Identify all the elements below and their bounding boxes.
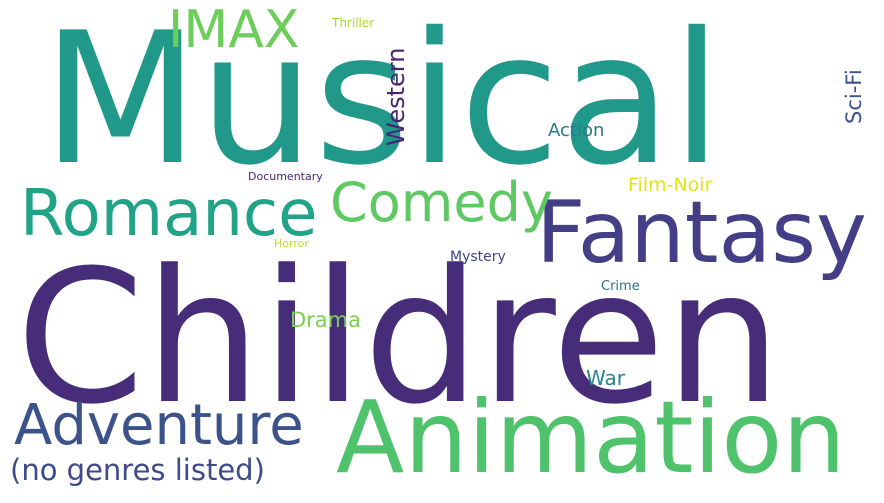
word-animation: Animation: [336, 379, 846, 496]
word-western: Western: [382, 47, 410, 146]
word-thriller: Thriller: [332, 16, 375, 30]
word-sci-fi: Sci-Fi: [842, 69, 866, 124]
word-children: Children: [16, 231, 782, 445]
word-fantasy: Fantasy: [536, 183, 867, 283]
word-war: War: [586, 366, 625, 390]
word-documentary: Documentary: [248, 170, 323, 183]
word-romance: Romance: [20, 177, 318, 251]
word-film-noir: Film-Noir: [628, 174, 713, 196]
word-action: Action: [548, 120, 605, 141]
word-crime: Crime: [601, 279, 640, 294]
word-horror: Horror: [274, 237, 309, 250]
word-mystery: Mystery: [450, 249, 506, 265]
word-adventure: Adventure: [14, 393, 304, 458]
word-musical: Musical: [42, 0, 722, 205]
word-imax: IMAX: [168, 0, 300, 60]
word-drama: Drama: [290, 308, 361, 332]
word-no-genres-listed: (no genres listed): [10, 453, 265, 487]
word-comedy: Comedy: [330, 171, 553, 234]
